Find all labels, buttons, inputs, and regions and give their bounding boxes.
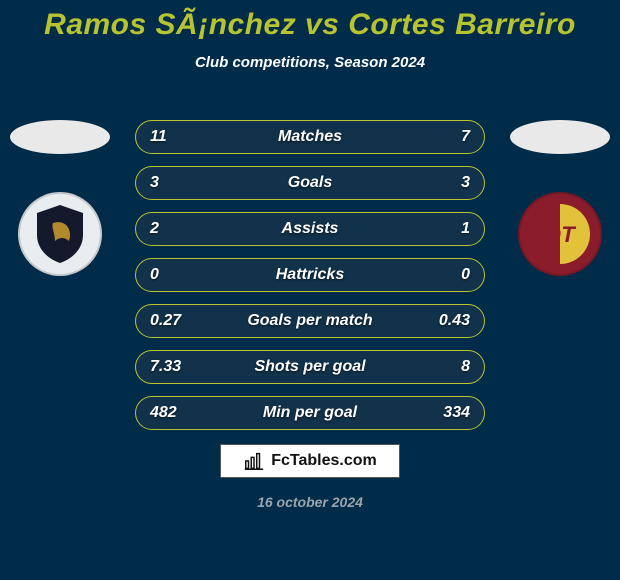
stat-row: 2Assists1 — [135, 212, 485, 246]
comparison-subtitle: Club competitions, Season 2024 — [0, 54, 620, 71]
stat-left-value: 3 — [150, 174, 214, 192]
stat-label: Goals per match — [214, 312, 406, 330]
stat-label: Hattricks — [214, 266, 406, 284]
club-badge-right: DT — [518, 192, 602, 276]
stat-right-value: 334 — [406, 404, 470, 422]
stat-label: Goals — [214, 174, 406, 192]
stat-row: 0Hattricks0 — [135, 258, 485, 292]
club-badge-right-icon: DT — [525, 199, 595, 269]
stat-right-value: 8 — [406, 358, 470, 376]
player-right-column: DT — [510, 120, 610, 276]
source-site-label: FcTables.com — [271, 452, 377, 470]
stat-left-value: 0.27 — [150, 312, 214, 330]
svg-text:DT: DT — [545, 222, 576, 247]
comparison-title: Ramos SÃ¡nchez vs Cortes Barreiro — [0, 0, 620, 42]
stat-row: 0.27Goals per match0.43 — [135, 304, 485, 338]
stat-left-value: 7.33 — [150, 358, 214, 376]
stat-label: Min per goal — [214, 404, 406, 422]
chart-icon — [243, 450, 265, 472]
stat-label: Matches — [214, 128, 406, 146]
stat-left-value: 11 — [150, 128, 214, 146]
stat-label: Assists — [214, 220, 406, 238]
stat-right-value: 7 — [406, 128, 470, 146]
stat-row: 7.33Shots per goal8 — [135, 350, 485, 384]
stat-label: Shots per goal — [214, 358, 406, 376]
stat-row: 3Goals3 — [135, 166, 485, 200]
stat-right-value: 0 — [406, 266, 470, 284]
stat-left-value: 2 — [150, 220, 214, 238]
stat-row: 11Matches7 — [135, 120, 485, 154]
stat-row: 482Min per goal334 — [135, 396, 485, 430]
stats-table: 11Matches7 3Goals3 2Assists1 0Hattricks0 0.2… — [135, 120, 485, 430]
stat-left-value: 0 — [150, 266, 214, 284]
player-left-column — [10, 120, 110, 276]
stat-right-value: 1 — [406, 220, 470, 238]
player-right-avatar-placeholder — [510, 120, 610, 154]
club-badge-left-icon — [25, 199, 95, 269]
stat-left-value: 482 — [150, 404, 214, 422]
source-site-badge: FcTables.com — [220, 444, 400, 478]
capture-date: 16 october 2024 — [0, 494, 620, 510]
stat-right-value: 3 — [406, 174, 470, 192]
player-left-avatar-placeholder — [10, 120, 110, 154]
club-badge-left — [18, 192, 102, 276]
stat-right-value: 0.43 — [406, 312, 470, 330]
